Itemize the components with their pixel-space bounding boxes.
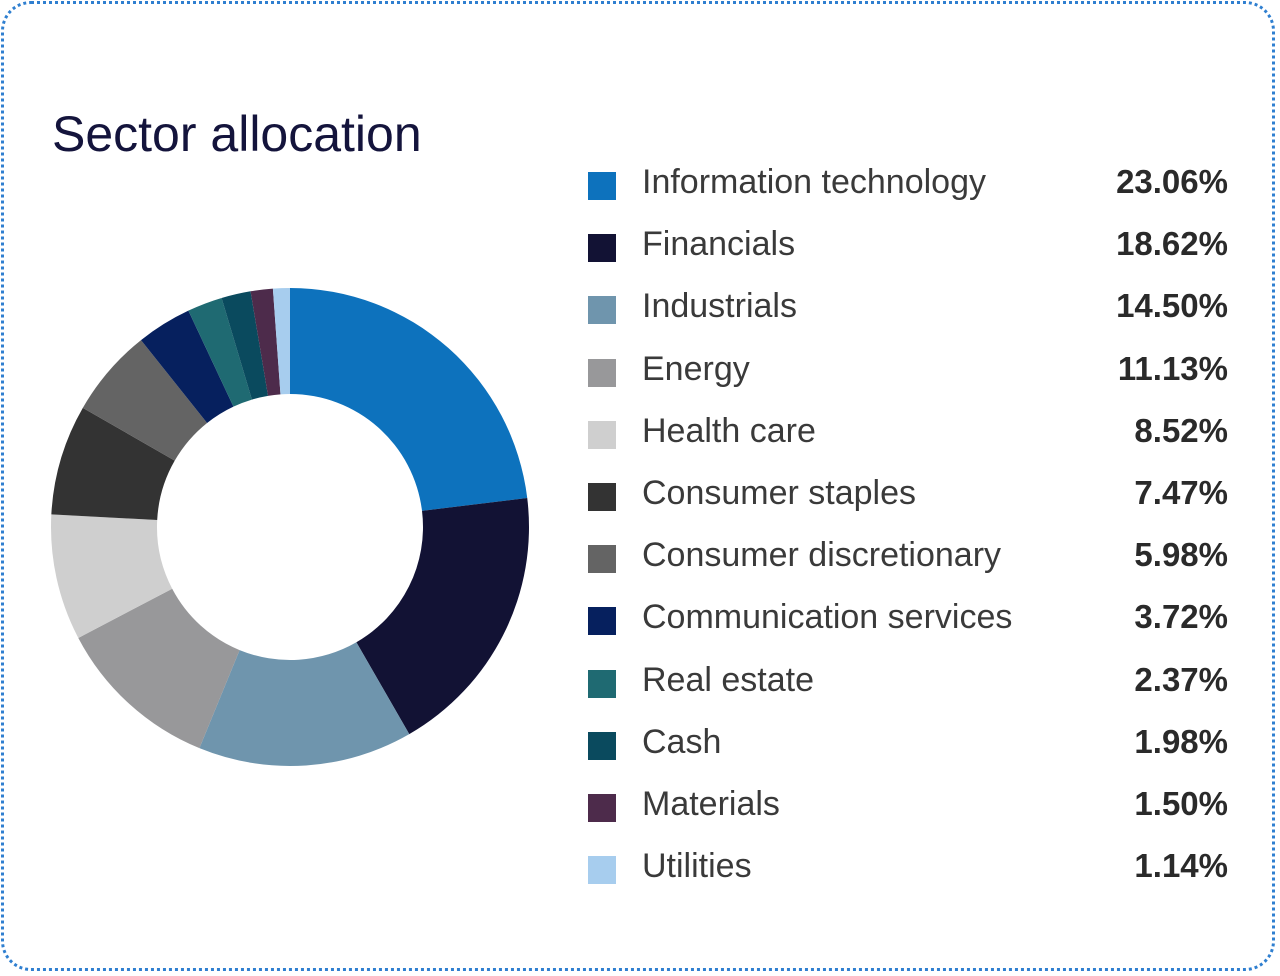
slice-communication-services — [141, 310, 234, 423]
legend-label: Cash — [642, 722, 722, 761]
legend-value: 7.47% — [1134, 473, 1228, 511]
legend-swatch — [588, 172, 616, 200]
legend-swatch — [588, 793, 616, 822]
slice-consumer-staples — [51, 407, 175, 521]
legend-label: Consumer discretionary — [642, 536, 1002, 575]
legend-item-cash: Cash 1.98% — [588, 714, 1228, 776]
legend-swatch — [588, 482, 616, 511]
legend-item-health-care: Health care 8.52% — [588, 403, 1228, 465]
legend-item-industrials: Industrials 14.50% — [588, 278, 1228, 340]
slice-real-estate — [188, 298, 252, 407]
legend-label: Communication services — [642, 598, 1013, 637]
legend-value: 1.98% — [1134, 722, 1228, 760]
legend-item-communication-services: Communication services 3.72% — [588, 589, 1228, 651]
legend-label: Materials — [642, 784, 780, 823]
legend-swatch — [588, 856, 616, 885]
legend-label: Real estate — [642, 660, 814, 699]
slice-cash — [221, 291, 269, 400]
legend-value: 23.06% — [1116, 163, 1228, 200]
legend-item-real-estate: Real estate 2.37% — [588, 652, 1228, 714]
legend-label: Information technology — [642, 163, 986, 201]
legend-item-information-technology: Information technology 23.06% — [588, 154, 1228, 216]
legend-item-materials: Materials 1.50% — [588, 776, 1228, 838]
chart-title: Sector allocation — [52, 106, 422, 162]
legend-swatch — [588, 669, 616, 698]
donut-chart — [51, 288, 529, 766]
legend-value: 1.50% — [1134, 784, 1228, 822]
legend-item-consumer-discretionary: Consumer discretionary 5.98% — [588, 527, 1228, 589]
legend-swatch — [588, 731, 616, 760]
legend-item-consumer-staples: Consumer staples 7.47% — [588, 465, 1228, 527]
slice-energy — [78, 588, 240, 749]
legend-label: Consumer staples — [642, 473, 917, 512]
legend-value: 11.13% — [1117, 349, 1228, 387]
slice-industrials — [199, 642, 410, 766]
slice-financials — [356, 497, 529, 735]
legend-value: 5.98% — [1134, 536, 1228, 574]
slice-information-technology — [290, 288, 528, 511]
legend-item-financials: Financials 18.62% — [588, 216, 1228, 278]
legend-value: 14.50% — [1116, 287, 1228, 325]
legend-value: 2.37% — [1134, 660, 1228, 698]
legend-value: 3.72% — [1134, 598, 1228, 636]
legend-swatch — [588, 358, 616, 387]
slice-consumer-discretionary — [82, 340, 208, 461]
legend-label: Energy — [642, 349, 750, 388]
chart-legend: Information technology 23.06% Financials 18… — [588, 154, 1228, 900]
legend-value: 18.62% — [1116, 225, 1228, 263]
legend-value: 1.14% — [1134, 847, 1228, 885]
legend-swatch — [588, 420, 616, 449]
legend-value: 8.52% — [1134, 411, 1228, 449]
legend-swatch — [588, 607, 616, 636]
legend-label: Utilities — [642, 847, 752, 886]
legend-label: Financials — [642, 225, 796, 264]
legend-item-energy: Energy 11.13% — [588, 341, 1228, 403]
legend-label: Health care — [642, 411, 816, 450]
legend-item-utilities: Utilities 1.14% — [588, 838, 1228, 900]
legend-swatch — [588, 545, 616, 574]
legend-swatch — [588, 234, 616, 263]
slice-materials — [250, 288, 281, 396]
slice-utilities — [272, 288, 290, 395]
legend-swatch — [588, 296, 616, 325]
slice-health-care — [51, 514, 173, 638]
legend-label: Industrials — [642, 287, 797, 326]
